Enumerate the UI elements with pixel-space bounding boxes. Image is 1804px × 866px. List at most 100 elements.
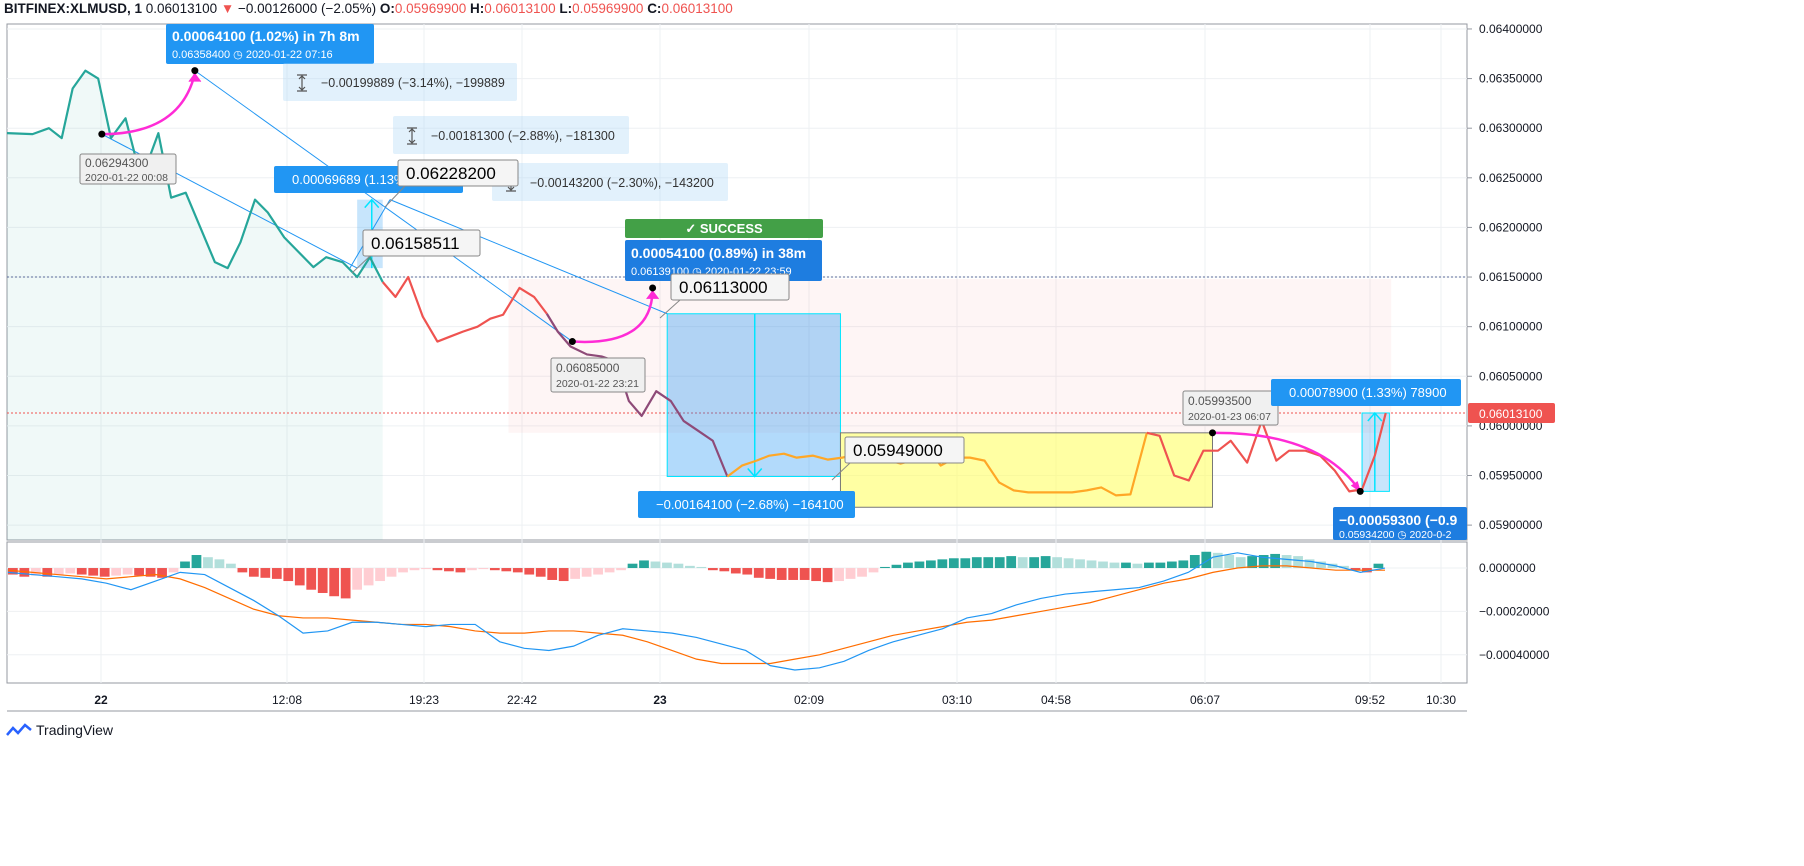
macd-histogram-bar [398,568,408,573]
callout-c [670,273,790,301]
macd-histogram-bar [948,558,959,569]
point2-label-text: 0.05993500 [1188,394,1252,408]
macd-histogram-bar [994,557,1005,569]
macd-histogram-bar [1281,555,1292,569]
low-label: L: [559,1,573,16]
macd-histogram-bar [1017,557,1028,569]
macd-histogram-bar [535,568,546,577]
price-line-teal [6,69,384,283]
anchor-point [1356,487,1364,495]
macd-histogram-bar [673,563,684,569]
last-price-tag-text: 0.06013100 [1479,407,1543,421]
macd-histogram-bar [489,568,500,571]
price-change: −0.00126000 (−2.05%) [238,1,377,16]
brand-label: TradingView [36,722,114,738]
macd-histogram-bar [983,557,994,569]
last-price-tag [1468,402,1555,423]
macd-pane[interactable] [6,541,1468,684]
macd-histogram-bar [1029,557,1040,569]
magenta-arrow-3 [1212,431,1362,493]
macd-histogram-bar [811,568,822,582]
macd-y-tick-label: −0.00040000 [1479,648,1550,662]
rise2-label-text: 0.00054100 (0.89%) in 38m [631,245,806,261]
macd-histogram-bar [914,561,925,569]
macd-histogram-bar [868,568,879,573]
callout-a-pointer [384,185,406,208]
trendline-3 [389,199,668,315]
low-label [550,357,646,393]
anchor-point [568,338,576,346]
macd-histogram-bar [776,568,787,580]
macd-histogram-bar [524,568,535,575]
rise3-label [1271,379,1461,406]
range-box-3-text: −0.00143200 (−2.30%), −143200 [530,176,714,190]
point1-label [79,153,177,185]
macd-histogram-bar [1132,563,1143,569]
callout-d [844,436,965,464]
range-icon [407,127,417,145]
point1-label-text: 2020-01-22 00:08 [85,172,168,184]
macd-histogram-bar [191,555,202,569]
price-chart[interactable]: 22 12:08 19:23 22:42 23 02:09 03:10 04:58 06:07 0… [0,0,1568,749]
macd-histogram-bar [1063,558,1074,569]
success-badge-text: ✓ SUCCESS [685,221,763,236]
y-tick-label: 0.06350000 [1479,72,1543,86]
x-tick-label: 12:08 [272,693,302,707]
macd-histogram-bar [903,562,913,569]
anchor-point [649,284,657,292]
macd-histogram-bar [65,568,76,574]
macd-histogram-bar [730,568,741,574]
high-label: H: [470,1,485,16]
macd-histogram-bar [467,568,477,571]
macd-histogram-bar [226,563,236,569]
callout-d-text: 0.05949000 [853,441,943,460]
rise2-label [625,240,822,281]
anchor-point [98,130,106,138]
magenta-arrow-1 [101,73,197,136]
drop-arrow-head [747,467,763,478]
callout-b-text: 0.06158511 [371,234,460,253]
macd-histogram-bar [753,568,764,578]
macd-histogram-bar [1098,561,1108,569]
macd-histogram-bar [1293,556,1303,569]
macd-histogram-bar [1166,561,1177,569]
macd-histogram-bar [1052,557,1062,569]
footer: TradingView [6,722,113,738]
macd-y-tick-label: 0.0000000 [1479,561,1536,575]
macd-histogram-bar [1189,555,1200,569]
x-tick-label: 04:58 [1041,693,1071,707]
macd-histogram-bar [1040,556,1051,569]
macd-histogram-bar [329,568,340,597]
macd-histogram-bar [375,568,385,582]
macd-histogram-bar [1155,562,1166,569]
macd-histogram-bar [214,559,225,569]
macd-histogram-bar [558,568,569,582]
macd-histogram-bar [1121,562,1131,569]
macd-histogram-bar [662,562,672,569]
macd-histogram-bar [317,568,328,593]
rise-label-1-text: 0.00069689 (1.13%) [292,172,410,187]
macd-histogram-bar [168,568,179,573]
macd-histogram-bar [593,568,603,575]
yellow-box [839,432,1213,508]
point2-label [1182,390,1279,426]
y-tick-label: 0.06150000 [1479,270,1543,284]
rise3-label-text: 0.00078900 (1.33%) 78900 [1289,385,1447,400]
y-tick-label: 0.05900000 [1479,518,1543,532]
macd-histogram-bar [742,568,753,575]
x-tick-label: 09:52 [1355,693,1385,707]
macd-histogram-bar [1178,560,1189,569]
macd-histogram-bar [260,568,271,578]
macd-histogram-bar [501,568,512,572]
macd-histogram-bar [237,568,248,573]
macd-histogram-bar [627,563,638,569]
macd-histogram-bar [1258,555,1269,569]
macd-histogram-bar [1304,559,1315,569]
magenta-arrow-2 [572,290,654,344]
open-value: 0.05969900 [394,1,467,16]
macd-histogram-bar [937,559,948,569]
y-tick-label: 0.06050000 [1479,369,1543,383]
macd-histogram-bar [271,568,282,579]
callout-b-pointer [351,255,371,274]
y-tick-label: 0.06300000 [1479,121,1543,135]
